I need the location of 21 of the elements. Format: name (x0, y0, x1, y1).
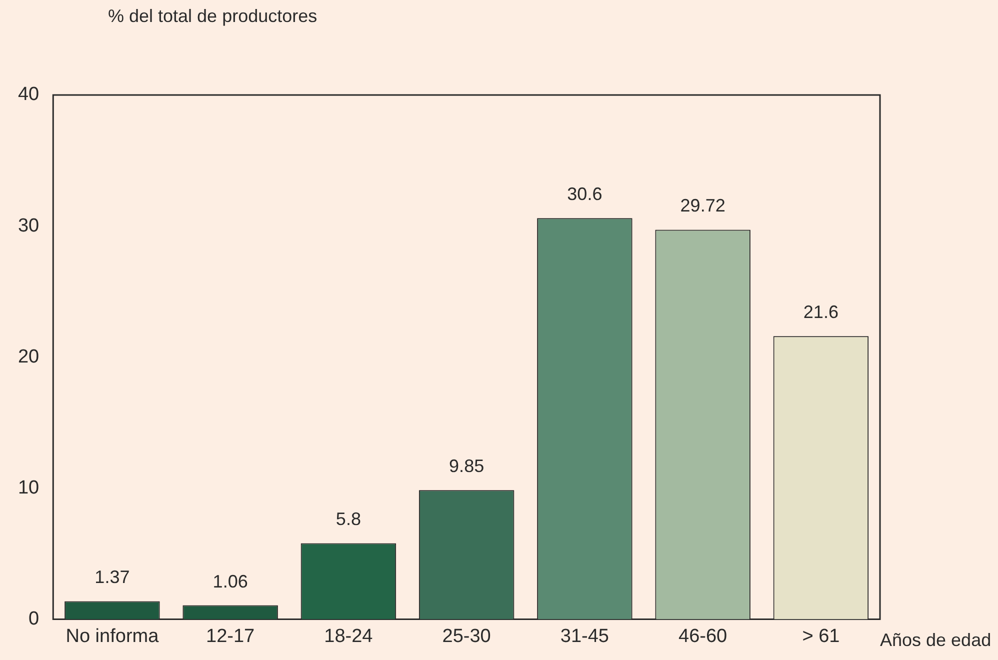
data-label: 29.72 (680, 196, 726, 216)
data-label: 9.85 (449, 456, 484, 476)
x-tick-label: 31-45 (560, 626, 609, 647)
data-label: 30.6 (567, 184, 602, 204)
y-tick-label: 0 (28, 608, 40, 630)
y-tick-label: 30 (18, 215, 40, 236)
x-tick-label: 12-17 (206, 626, 255, 647)
y-tick-label: 40 (18, 84, 40, 106)
data-label: 5.8 (336, 509, 361, 530)
x-tick-label: > 61 (802, 626, 840, 647)
y-tick-label: 10 (18, 477, 40, 498)
x-tick-label: 25-30 (442, 626, 491, 647)
x-tick-label: No informa (66, 626, 160, 647)
y-tick-label: 20 (18, 346, 40, 368)
x-tick-label: 46-60 (678, 626, 728, 647)
data-label: 1.06 (212, 571, 248, 592)
data-label: 1.37 (94, 567, 130, 588)
y-axis-title: % del total de productores (108, 6, 318, 27)
x-tick-label: 18-24 (324, 626, 374, 647)
x-axis-title: Años de edad (880, 630, 992, 651)
data-label: 21.6 (803, 302, 838, 322)
